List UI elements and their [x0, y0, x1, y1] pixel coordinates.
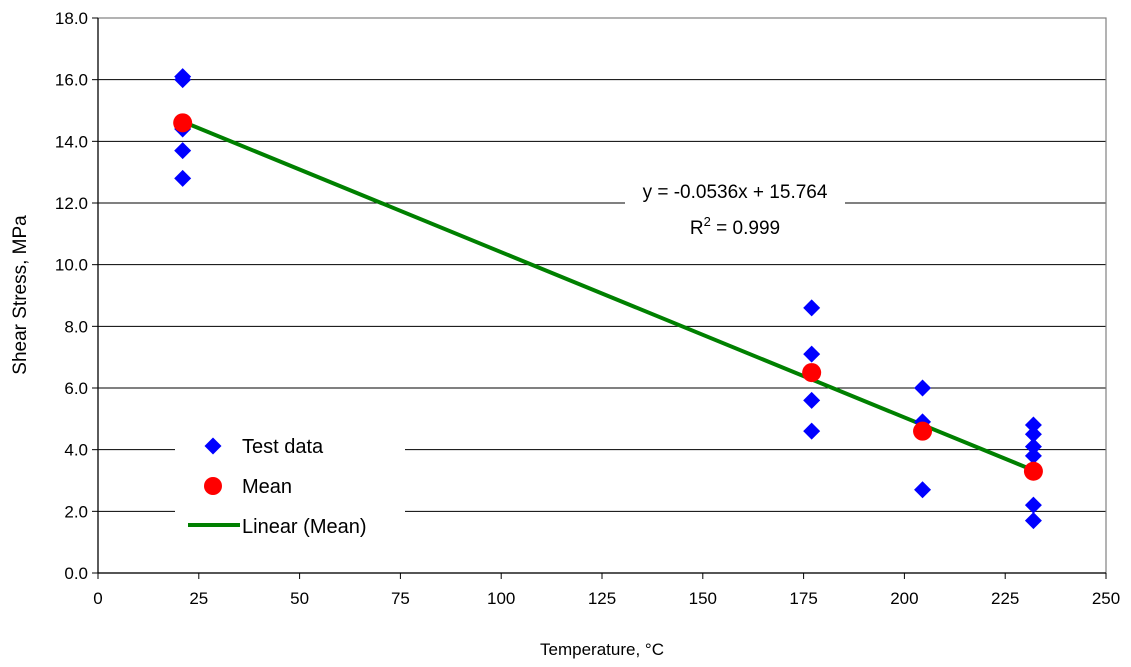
- y-tick-label: 2.0: [64, 502, 88, 521]
- x-tick-label: 25: [189, 589, 208, 608]
- test-data-point: [1024, 512, 1042, 530]
- y-tick-label: 4.0: [64, 441, 88, 460]
- x-tick-label: 0: [93, 589, 102, 608]
- legend-diamond-marker: [204, 437, 222, 455]
- y-tick-label: 0.0: [64, 564, 88, 583]
- annotation-background: [625, 176, 845, 242]
- legend: Test data Mean Linear (Mean): [175, 425, 405, 550]
- y-axis-title: Shear Stress, MPa: [10, 215, 31, 375]
- equation-annotation: y = -0.0536x + 15.764 R2 = 0.999: [625, 176, 845, 242]
- test-data-point: [174, 71, 192, 89]
- mean-point: [913, 421, 933, 441]
- test-data-point: [803, 391, 821, 409]
- test-data-point: [174, 169, 192, 187]
- equation-label: y = -0.0536x + 15.764: [643, 182, 828, 203]
- x-tick-label: 250: [1092, 589, 1120, 608]
- y-tick-label: 18.0: [55, 9, 88, 28]
- mean-point: [802, 363, 822, 383]
- trendline-linear-mean: [181, 119, 1035, 473]
- test-data-point: [174, 142, 192, 160]
- x-tick-label: 100: [487, 589, 515, 608]
- y-tick-label: 12.0: [55, 194, 88, 213]
- y-tick-label: 6.0: [64, 379, 88, 398]
- y-tick-label: 14.0: [55, 132, 88, 151]
- x-tick-label: 150: [689, 589, 717, 608]
- y-tick-label: 16.0: [55, 71, 88, 90]
- x-tick-label: 225: [991, 589, 1019, 608]
- x-axis-title: Temperature, °C: [540, 640, 664, 659]
- test-data-point: [803, 299, 821, 317]
- legend-item-test-data: Test data: [204, 436, 324, 458]
- legend-circle-marker: [204, 477, 222, 495]
- x-tick-label: 175: [789, 589, 817, 608]
- mean-point: [1023, 461, 1043, 481]
- test-data-point: [803, 345, 821, 363]
- x-tick-label: 50: [290, 589, 309, 608]
- legend-item-mean: Mean: [204, 476, 292, 498]
- y-tick-label: 8.0: [64, 317, 88, 336]
- y-tick-label: 10.0: [55, 256, 88, 275]
- r-squared-label: R2 = 0.999: [690, 214, 780, 239]
- legend-label-test-data: Test data: [242, 436, 324, 458]
- mean-point: [173, 113, 193, 133]
- x-tick-label: 125: [588, 589, 616, 608]
- test-data-point: [803, 422, 821, 440]
- legend-item-linear-mean: Linear (Mean): [188, 516, 367, 538]
- test-data-point: [914, 481, 932, 499]
- axes: 0.0 2.0 4.0 6.0 8.0 10.0 12.0 14.0 16.0 18.0 0 25 50…: [55, 9, 1120, 608]
- test-data-point: [914, 379, 932, 397]
- x-tick-label: 75: [391, 589, 410, 608]
- x-tick-label: 200: [890, 589, 918, 608]
- data-series: [173, 68, 1043, 530]
- legend-label-linear-mean: Linear (Mean): [242, 516, 367, 538]
- legend-label-mean: Mean: [242, 476, 292, 498]
